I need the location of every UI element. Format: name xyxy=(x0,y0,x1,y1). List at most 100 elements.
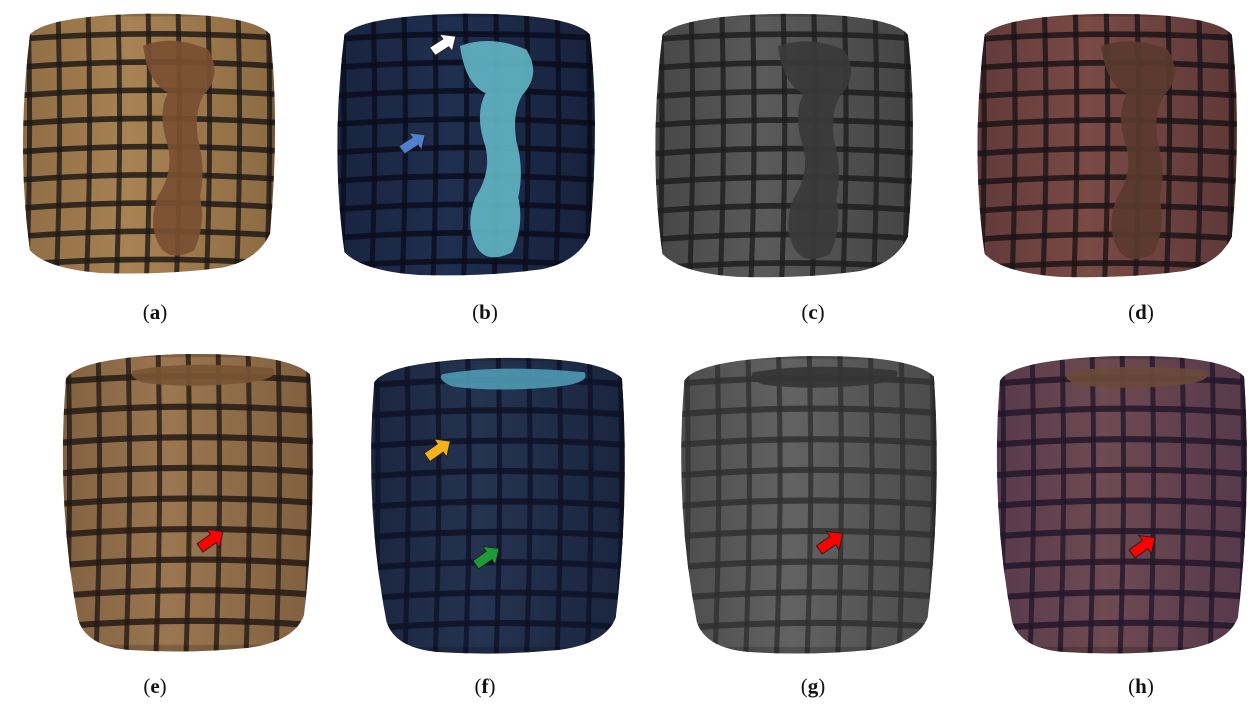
annotation-arrow-icon xyxy=(472,545,500,570)
painted-band-vertical xyxy=(839,13,849,278)
annotation-arrow-icon xyxy=(196,528,224,553)
painted-band-vertical xyxy=(93,353,103,652)
painted-band-horizontal xyxy=(23,59,275,71)
painted-band-horizontal xyxy=(371,467,625,481)
damaged-area xyxy=(131,364,275,386)
painted-band-horizontal xyxy=(23,228,275,241)
painted-band-vertical xyxy=(743,355,752,654)
painted-band-horizontal xyxy=(337,173,595,186)
painted-band-horizontal xyxy=(62,525,313,539)
painted-band-horizontal xyxy=(337,59,595,72)
painted-band-horizontal xyxy=(62,587,313,600)
caption-c: (c) xyxy=(801,300,825,324)
basket-object-a xyxy=(23,13,275,274)
painted-band-horizontal xyxy=(996,405,1247,419)
painted-band-horizontal xyxy=(655,145,913,158)
damaged-area xyxy=(778,41,852,260)
damaged-area xyxy=(460,40,534,258)
painted-band-vertical xyxy=(213,353,223,652)
damaged-area xyxy=(143,40,215,256)
painted-band-horizontal xyxy=(977,88,1237,101)
painted-band-horizontal xyxy=(977,145,1237,158)
painted-band-horizontal xyxy=(977,174,1237,187)
painted-band-horizontal xyxy=(62,464,313,478)
basket-object-c xyxy=(655,13,913,278)
painted-band-horizontal xyxy=(681,466,937,480)
painted-band-vertical xyxy=(463,357,472,654)
painted-band-horizontal xyxy=(681,405,937,419)
basket-object-f xyxy=(371,357,625,654)
painted-band-horizontal xyxy=(337,31,595,44)
painted-band-vertical xyxy=(835,355,844,654)
painted-band-vertical xyxy=(83,13,93,274)
painted-band-horizontal xyxy=(681,558,937,572)
painted-band-vertical xyxy=(1163,13,1173,278)
painted-band-vertical xyxy=(523,357,533,654)
caption-h: (h) xyxy=(1128,674,1154,698)
painted-band-horizontal xyxy=(655,231,913,244)
caption-e: (e) xyxy=(143,674,167,698)
painted-band-horizontal xyxy=(996,436,1247,449)
painted-band-horizontal xyxy=(655,117,913,130)
basket-object-e xyxy=(62,353,313,652)
panel-h-image xyxy=(982,350,1251,656)
painted-band-horizontal xyxy=(655,202,913,215)
painted-band-horizontal xyxy=(977,117,1237,130)
painted-band-vertical xyxy=(183,353,193,652)
damaged-area xyxy=(1065,366,1209,388)
painted-band-horizontal xyxy=(681,497,937,511)
painted-band-vertical xyxy=(402,357,411,654)
painted-band-horizontal xyxy=(23,115,275,128)
painted-band-horizontal xyxy=(23,30,275,43)
painted-band-horizontal xyxy=(996,589,1247,602)
painted-band-horizontal xyxy=(977,59,1237,72)
painted-band-vertical xyxy=(123,353,133,652)
basket-object-b xyxy=(337,13,595,276)
painted-band-horizontal xyxy=(977,202,1237,215)
painted-band-horizontal xyxy=(337,116,595,129)
painted-band-horizontal xyxy=(23,171,275,184)
panel-d-image xyxy=(962,8,1240,294)
painted-band-vertical xyxy=(870,13,880,278)
painted-band-vertical xyxy=(1008,13,1018,278)
painted-band-horizontal xyxy=(371,528,625,542)
painted-band-vertical xyxy=(584,357,594,654)
panel-g-image xyxy=(666,350,942,656)
painted-band-vertical xyxy=(1039,13,1049,278)
damaged-area xyxy=(1101,41,1175,260)
painted-band-horizontal xyxy=(62,403,313,417)
painted-band-vertical xyxy=(153,353,163,652)
painted-band-horizontal xyxy=(996,619,1247,633)
painted-band-horizontal xyxy=(996,558,1247,572)
painted-band-vertical xyxy=(521,13,531,276)
painted-band-horizontal xyxy=(371,589,625,603)
painted-band-horizontal xyxy=(337,87,595,100)
painted-band-horizontal xyxy=(371,559,625,572)
panel-e-image xyxy=(48,348,318,654)
caption-f: (f) xyxy=(474,674,496,698)
basket-object-g xyxy=(681,355,937,654)
caption-g: (g) xyxy=(800,674,826,698)
painted-band-horizontal xyxy=(23,200,275,212)
painted-band-vertical xyxy=(243,353,253,652)
painted-band-horizontal xyxy=(681,619,937,633)
painted-band-horizontal xyxy=(371,437,625,451)
painted-band-horizontal xyxy=(371,407,625,420)
painted-band-vertical xyxy=(1147,355,1157,654)
panel-c-image xyxy=(640,8,916,294)
painted-band-vertical xyxy=(896,355,906,654)
painted-band-horizontal xyxy=(337,144,595,157)
basket-object-d xyxy=(977,13,1237,278)
painted-band-vertical xyxy=(1057,355,1067,654)
painted-band-vertical xyxy=(747,13,757,278)
painted-band-vertical xyxy=(1087,355,1097,654)
painted-band-vertical xyxy=(804,355,814,654)
painted-band-vertical xyxy=(233,13,243,274)
painted-band-horizontal xyxy=(681,527,937,541)
painted-band-horizontal xyxy=(681,436,937,449)
painted-band-vertical xyxy=(1194,13,1204,278)
annotation-arrow-icon xyxy=(1128,534,1156,559)
painted-band-vertical xyxy=(554,357,564,654)
painted-band-vertical xyxy=(1117,355,1127,654)
caption-d: (d) xyxy=(1128,300,1154,324)
